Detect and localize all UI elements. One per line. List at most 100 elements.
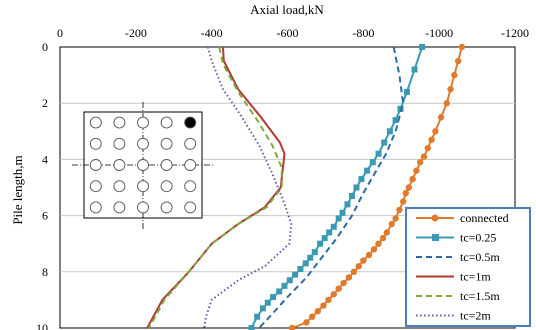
legend-marker	[431, 214, 439, 222]
x-tick-label: -400	[201, 26, 223, 40]
inset-pile	[113, 159, 126, 171]
data-point	[375, 240, 382, 247]
inset-pile	[113, 116, 126, 129]
data-point	[381, 139, 388, 146]
data-point	[388, 220, 395, 228]
data-point	[447, 85, 454, 93]
inset-pile	[160, 180, 173, 193]
data-point	[264, 299, 271, 306]
data-point	[424, 144, 431, 152]
data-point	[365, 251, 373, 259]
y-tick-label: 2	[42, 96, 48, 110]
data-point	[308, 313, 316, 320]
data-point	[355, 262, 362, 270]
legend-label: connected	[460, 211, 509, 225]
y-tick-label: 0	[42, 40, 48, 54]
legend: connected tc=0.25 tc=0.5m tc=1m tc=1.5m tc=2m	[405, 207, 531, 327]
legend-marker	[432, 234, 439, 241]
data-point	[302, 260, 309, 267]
data-point	[428, 136, 435, 143]
data-point	[419, 44, 426, 50]
data-point	[413, 167, 420, 174]
data-point	[335, 215, 342, 222]
data-point	[345, 274, 353, 281]
series-line-2	[258, 46, 405, 329]
data-point	[392, 117, 399, 124]
data-point	[326, 229, 333, 236]
series-line-5	[203, 46, 293, 329]
data-point	[339, 209, 346, 216]
legend-label: tc=0.25	[460, 231, 496, 245]
inset-pile	[89, 116, 102, 129]
data-point	[375, 150, 382, 157]
data-point	[369, 159, 376, 166]
data-point	[397, 105, 404, 112]
series-line-1	[250, 46, 424, 329]
data-point	[292, 271, 299, 278]
axis-ticks: 0 2 4 6 8 10 0 -200 -400 -600 -800 -1000 -1200	[36, 26, 529, 330]
legend-label: tc=0.5m	[460, 250, 500, 264]
data-point	[340, 279, 347, 287]
data-point	[344, 201, 351, 208]
inset-pile	[137, 159, 149, 171]
data-point	[409, 175, 416, 183]
legend-label: tc=1m	[460, 270, 491, 284]
data-point	[451, 71, 458, 79]
data-point	[281, 282, 288, 289]
plot-border	[59, 46, 516, 329]
data-point	[443, 100, 450, 107]
data-point	[358, 176, 365, 183]
inset-pile	[137, 180, 149, 193]
inset-pile	[137, 201, 149, 214]
data-point	[259, 305, 266, 312]
x-tick-label: -200	[125, 26, 147, 40]
series-lines	[146, 43, 466, 330]
data-point	[454, 57, 462, 65]
inset-pile	[160, 137, 173, 150]
data-point	[432, 128, 439, 135]
pile-group-inset	[72, 102, 214, 230]
data-point	[396, 206, 403, 214]
y-tick-label: 10	[36, 321, 48, 330]
data-point	[392, 215, 399, 222]
data-point	[311, 249, 318, 256]
data-point	[437, 114, 445, 121]
data-point	[320, 302, 327, 309]
inset-pile	[137, 137, 149, 150]
legend-label: tc=2m	[460, 309, 491, 323]
inset-pile-filled	[184, 116, 197, 129]
data-point	[254, 313, 261, 320]
inset-pile	[89, 159, 102, 171]
data-point	[330, 223, 337, 230]
inset-pile	[113, 137, 126, 150]
inset-pile	[160, 201, 173, 214]
data-point	[335, 285, 342, 292]
inset-pile	[113, 201, 126, 214]
inset-pile	[89, 137, 102, 150]
data-point	[386, 128, 393, 135]
inset-pile	[160, 159, 173, 171]
data-point	[317, 240, 324, 247]
inset-pile	[113, 180, 126, 193]
series-line-4	[148, 46, 283, 329]
data-point	[403, 88, 410, 95]
data-point	[402, 189, 409, 197]
data-point	[321, 235, 328, 242]
x-axis-title: Axial load,kN	[250, 2, 324, 17]
data-point	[314, 307, 322, 315]
inset-pile	[160, 116, 173, 129]
data-point	[286, 277, 293, 284]
x-tick-label: -800	[352, 26, 374, 40]
inset-pile	[184, 137, 197, 150]
data-point	[248, 325, 255, 330]
data-point	[458, 43, 466, 51]
data-point	[411, 66, 418, 73]
data-point	[270, 294, 277, 301]
data-point	[417, 159, 424, 166]
data-point	[353, 184, 360, 191]
data-point	[360, 257, 367, 264]
data-point	[348, 192, 355, 199]
data-point	[303, 319, 310, 326]
inset-pile	[184, 180, 197, 193]
data-point	[379, 234, 387, 242]
